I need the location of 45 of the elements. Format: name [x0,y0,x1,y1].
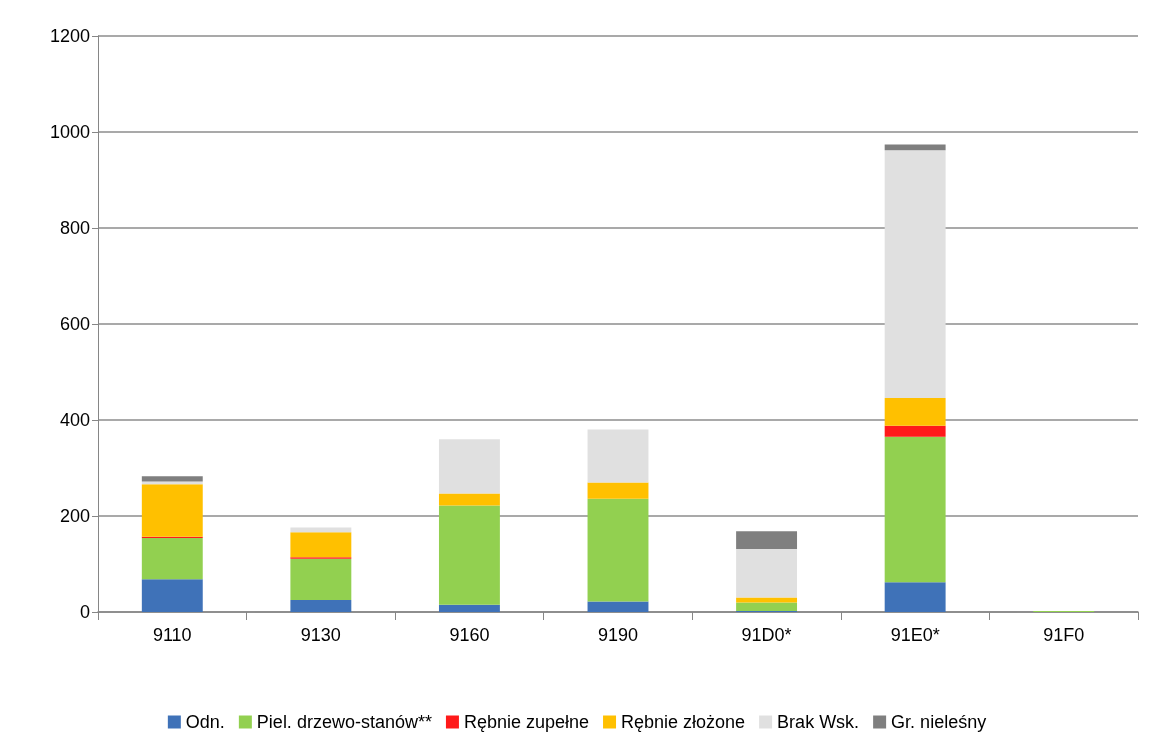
y-tick-label: 1000 [49,122,90,142]
bar [141,481,203,485]
legend-label: Rębnie złożone [621,712,746,732]
bar [438,505,500,605]
bar [587,498,649,602]
y-tick-label: 1200 [49,26,90,46]
bar [290,600,352,612]
bar [290,532,352,558]
y-tick-label: 600 [59,314,90,334]
bar [290,558,352,600]
bar [884,436,946,583]
legend-label: Brak Wsk. [777,712,860,732]
x-tick-label: 9190 [597,625,639,645]
legend-label: Rębnie zupełne [463,712,590,732]
bar [884,397,946,426]
x-tick-label: 91E0* [890,625,940,645]
x-tick-label: 9130 [300,625,341,645]
legend-label: Piel. drzewo-stanów** [256,712,432,732]
bar [736,549,798,598]
bar [884,425,946,437]
y-tick-label: 400 [59,410,90,430]
y-tick-label: 800 [59,218,90,238]
bar [141,579,203,612]
legend-label: Gr. nieleśny [891,712,987,732]
y-tick-label: 200 [59,506,90,526]
bar [884,150,946,398]
legend-label: Odn. [185,712,225,732]
bar [141,484,203,537]
bar [587,482,649,499]
bar [884,582,946,612]
bar [438,493,500,506]
bar [141,538,203,580]
bar [141,476,203,482]
x-tick-label: 91F0 [1043,625,1085,645]
bar [587,429,649,483]
y-tick-label: 0 [79,602,90,622]
bar [438,604,500,612]
bar [587,601,649,612]
x-tick-label: 9160 [449,625,490,645]
bar [736,602,798,612]
bar [736,531,798,550]
x-tick-label: 9110 [152,625,192,645]
bar [884,144,946,151]
x-tick-label: 91D0* [741,625,792,645]
bar [438,439,500,494]
